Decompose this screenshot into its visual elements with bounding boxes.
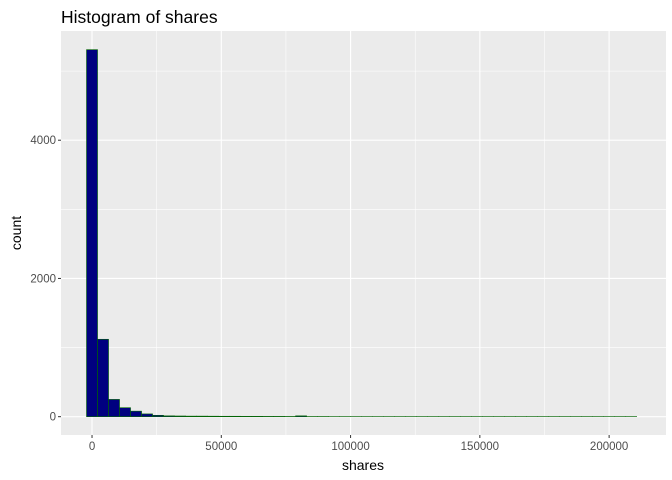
x-axis: 0 50000 100000 150000 200000 bbox=[89, 435, 628, 453]
histogram-bar bbox=[196, 415, 208, 417]
histogram-bar bbox=[130, 410, 142, 417]
y-axis: 0 2000 4000 bbox=[30, 135, 61, 424]
x-tick-label: 50000 bbox=[205, 441, 237, 453]
histogram-bar bbox=[108, 399, 120, 417]
histogram-bar bbox=[295, 415, 307, 417]
histogram-bar bbox=[152, 415, 164, 417]
histogram-bar bbox=[163, 415, 175, 417]
x-tick-label: 200000 bbox=[590, 441, 628, 453]
histogram-bar bbox=[185, 415, 197, 417]
histogram-bar bbox=[97, 338, 109, 417]
plot-panel bbox=[61, 31, 666, 435]
y-tick-label: 2000 bbox=[30, 273, 56, 285]
histogram-bar bbox=[174, 415, 186, 417]
histogram-bar bbox=[86, 49, 98, 417]
y-tick-label: 0 bbox=[50, 412, 56, 424]
y-tick-label: 4000 bbox=[30, 135, 56, 147]
histogram-bars bbox=[86, 49, 638, 417]
x-axis-title: shares bbox=[342, 457, 384, 473]
histogram-bar bbox=[141, 413, 153, 417]
x-tick-label: 150000 bbox=[461, 441, 499, 453]
minor-gridlines bbox=[61, 31, 666, 435]
histogram-bar bbox=[119, 407, 131, 417]
x-tick-label: 100000 bbox=[331, 441, 369, 453]
chart-title: Histogram of shares bbox=[61, 7, 218, 27]
y-axis-title: count bbox=[8, 216, 24, 250]
x-tick-label: 0 bbox=[89, 441, 95, 453]
